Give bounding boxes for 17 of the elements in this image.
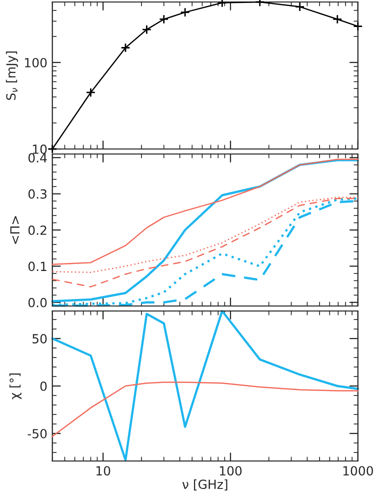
y-tick-label: 0.0 [28, 298, 47, 308]
y-tick-label: 0.4 [28, 153, 47, 163]
x-tick-label: 10 [96, 466, 110, 476]
y-tick-label: 0.1 [28, 262, 46, 272]
y-tick-label: 10 [32, 144, 47, 154]
y-axis-title: <Π> [10, 216, 20, 244]
x-axis-title: ν [GHz] [182, 479, 228, 490]
x-tick-label: 1000 [343, 466, 373, 476]
y-tick-label: 0 [40, 381, 47, 391]
y-tick-label: 0.2 [28, 225, 46, 235]
y-tick-label: 0.3 [28, 189, 46, 199]
y-tick-label: 50 [32, 334, 47, 344]
y-tick-label: 100 [25, 58, 47, 68]
y-tick-label: -50 [28, 428, 47, 438]
y-axis-title: χ [°] [9, 373, 22, 400]
y-axis-title: S$_{ν}$ [mJy] [6, 51, 18, 100]
x-tick-label: 100 [220, 466, 242, 476]
